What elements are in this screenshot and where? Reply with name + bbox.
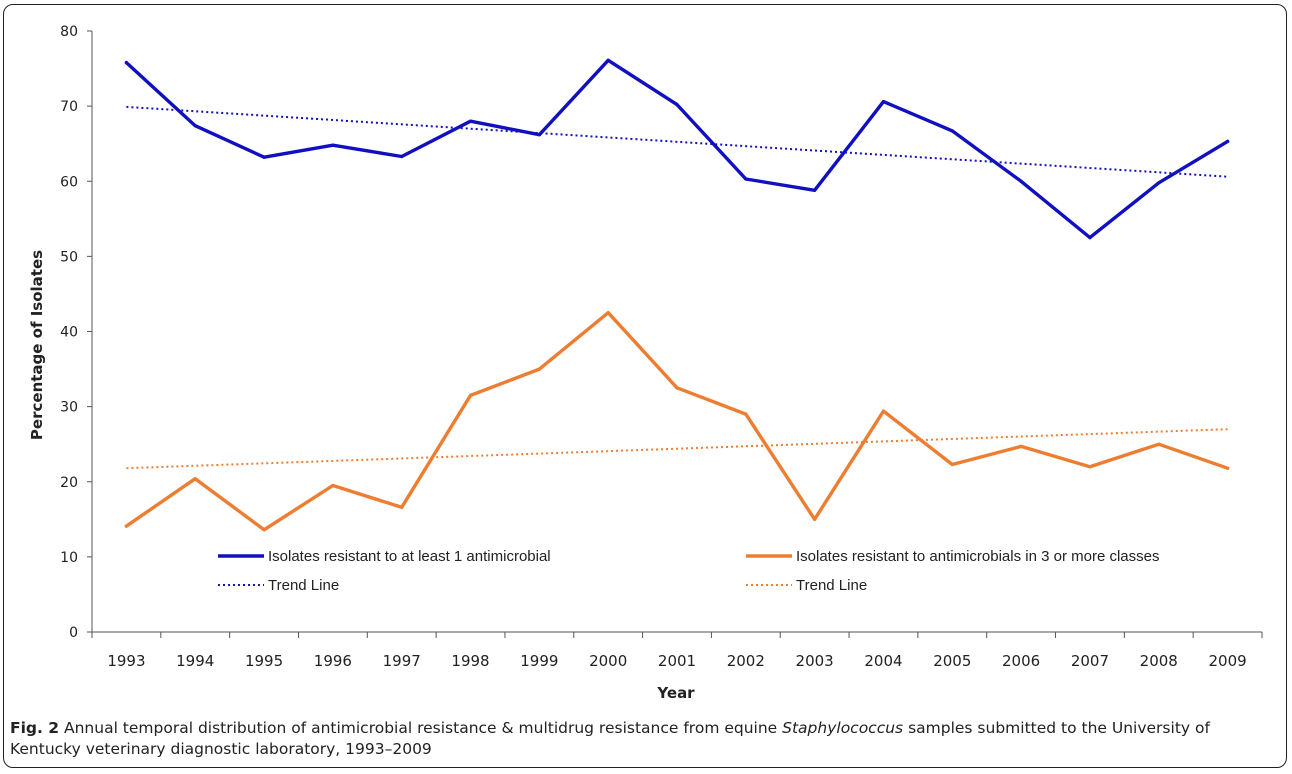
data-point-0 — [537, 133, 542, 137]
data-point-0 — [400, 154, 404, 159]
data-point-1 — [468, 393, 473, 397]
x-tick-label: 1999 — [520, 652, 558, 670]
x-tick-label: 1997 — [383, 652, 421, 670]
x-tick-label: 2000 — [589, 652, 627, 670]
data-point-1 — [124, 524, 128, 528]
x-tick-label: 1996 — [314, 652, 352, 670]
data-point-0 — [744, 177, 748, 181]
data-point-1 — [193, 477, 197, 481]
data-point-0 — [262, 155, 266, 159]
data-point-0 — [468, 119, 473, 123]
series-line-0 — [124, 58, 1230, 240]
data-point-1 — [331, 483, 335, 488]
y-tick-label: 80 — [60, 24, 78, 40]
caption-text: Annual temporal distribution of antimicr… — [59, 719, 783, 737]
caption-text-end: samples submitted to the University of K… — [10, 719, 1210, 758]
data-point-0 — [813, 188, 817, 192]
legend-label-0: Isolates resistant to at least 1 antimic… — [268, 548, 551, 565]
x-axis: 1993 1994 1995 1996 1997 1998 1999 2000 2001 2002… — [91, 631, 1263, 670]
data-point-1 — [1019, 444, 1023, 448]
data-point-1 — [262, 528, 266, 532]
data-point-1 — [400, 505, 404, 509]
y-tick-label: 60 — [60, 174, 78, 190]
data-point-0 — [950, 129, 954, 133]
x-tick-label: 1998 — [451, 652, 489, 670]
x-tick-label: 2001 — [658, 652, 696, 670]
legend-label-3: Trend Line — [796, 577, 867, 594]
x-tick-label: 2005 — [933, 652, 971, 670]
figure-caption: Fig. 2 Annual temporal distribution of a… — [10, 718, 1280, 760]
legend: Isolates resistant to at least 1 antimic… — [218, 548, 1159, 594]
y-axis: 0 10 20 30 40 50 60 70 80 — [60, 24, 93, 641]
data-point-1 — [606, 311, 610, 315]
x-tick-label: 2008 — [1140, 652, 1178, 670]
data-point-0 — [1088, 236, 1092, 240]
data-point-1 — [950, 462, 954, 467]
data-point-1 — [537, 367, 542, 371]
x-tick-label: 1994 — [176, 652, 214, 670]
series-line-1 — [124, 311, 1230, 532]
data-point-0 — [606, 58, 610, 62]
data-point-0 — [193, 124, 197, 128]
data-point-1 — [744, 412, 748, 416]
legend-label-1: Isolates resistant to antimicrobials in … — [796, 548, 1159, 565]
trend-line-2 — [126, 105, 1228, 178]
x-tick-label: 2004 — [864, 652, 902, 670]
x-tick-label: 1993 — [107, 652, 145, 670]
data-point-1 — [881, 409, 886, 413]
data-point-0 — [1226, 139, 1230, 143]
data-point-0 — [881, 100, 886, 104]
x-tick-label: 2009 — [1208, 652, 1246, 670]
data-point-1 — [1157, 442, 1161, 446]
data-point-0 — [1157, 181, 1161, 185]
caption-organism: Staphylococcus — [782, 719, 904, 737]
data-point-0 — [1019, 179, 1023, 183]
series-layer — [124, 58, 1230, 532]
data-point-0 — [675, 103, 679, 107]
data-point-1 — [1226, 466, 1230, 470]
figure-frame — [3, 4, 1287, 768]
data-point-0 — [331, 143, 335, 147]
x-axis-label: Year — [656, 684, 695, 702]
data-point-1 — [675, 386, 679, 390]
data-point-1 — [1088, 465, 1092, 469]
x-tick-label: 2002 — [727, 652, 765, 670]
x-tick-label: 2003 — [796, 652, 834, 670]
trend-line-3 — [126, 428, 1228, 470]
y-tick-label: 40 — [60, 325, 78, 341]
y-tick-label: 10 — [60, 550, 78, 566]
legend-label-2: Trend Line — [268, 577, 339, 594]
y-tick-label: 30 — [60, 400, 78, 416]
y-axis-label: Percentage of Isolates — [28, 250, 46, 440]
x-tick-label: 2007 — [1071, 652, 1109, 670]
y-tick-label: 20 — [60, 475, 78, 491]
y-tick-label: 0 — [69, 625, 78, 641]
data-point-1 — [813, 517, 817, 521]
data-point-0 — [124, 61, 128, 65]
y-tick-label: 50 — [60, 249, 78, 265]
x-tick-label: 1995 — [245, 652, 283, 670]
y-tick-label: 70 — [60, 99, 78, 115]
x-tick-label: 2006 — [1002, 652, 1040, 670]
figure-number: Fig. 2 — [10, 719, 60, 737]
